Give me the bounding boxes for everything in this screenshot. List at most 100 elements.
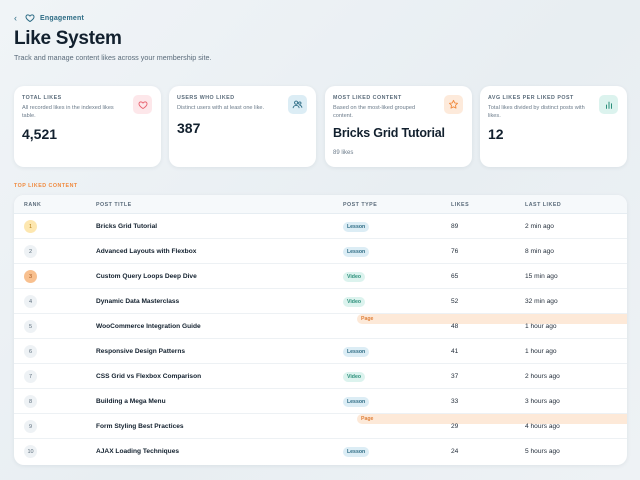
post-title[interactable]: Advanced Layouts with Flexbox xyxy=(96,248,197,255)
post-type-badge: Page xyxy=(357,414,627,424)
last-liked: 1 hour ago xyxy=(525,323,557,330)
likes-count: 37 xyxy=(451,373,459,380)
last-liked: 5 hours ago xyxy=(525,448,560,455)
post-title[interactable]: Responsive Design Patterns xyxy=(96,348,186,355)
table-body: 1 Bricks Grid Tutorial Lesson 89 2 min ago 2 A… xyxy=(14,214,627,464)
bar-chart-icon xyxy=(599,95,618,114)
likes-count: 41 xyxy=(451,348,459,355)
likes-count: 89 xyxy=(451,223,459,230)
breadcrumb-engagement[interactable]: Engagement xyxy=(40,14,85,22)
likes-count: 48 xyxy=(451,323,459,330)
rank-cell: 10 xyxy=(24,439,37,464)
table-row[interactable]: 4 Dynamic Data Masterclass Video 52 32 min a… xyxy=(14,289,627,314)
stat-value: Bricks Grid Tutorial xyxy=(333,126,445,140)
table-row[interactable]: 7 CSS Grid vs Flexbox Comparison Video 37 2 … xyxy=(14,364,627,389)
likes-count: 24 xyxy=(451,448,459,455)
rank-cell: 3 xyxy=(24,264,37,289)
breadcrumb: ‹ Engagement xyxy=(14,12,84,24)
post-type-badge: Lesson xyxy=(343,246,370,257)
col-rank: RANK xyxy=(24,202,42,208)
rank-cell: 6 xyxy=(24,339,37,364)
top-liked-table: RANK POST TITLE POST TYPE LIKES LAST LIK… xyxy=(14,195,627,465)
table-row[interactable]: 9 Form Styling Best Practices Page 29 4 hour… xyxy=(14,414,627,439)
post-type-cell: Video xyxy=(343,289,366,314)
rank-badge: 9 xyxy=(24,420,37,433)
table-row[interactable]: 3 Custom Query Loops Deep Dive Video 65 15 m… xyxy=(14,264,627,289)
stat-key: MOST LIKED CONTENT xyxy=(333,95,402,101)
rank-badge: 6 xyxy=(24,345,37,358)
col-last-liked: LAST LIKED xyxy=(525,202,562,208)
table-row[interactable]: 1 Bricks Grid Tutorial Lesson 89 2 min ago xyxy=(14,214,627,239)
table-row[interactable]: 6 Responsive Design Patterns Lesson 41 1 hou… xyxy=(14,339,627,364)
stat-description: All recorded likes in the indexed likes … xyxy=(22,105,114,119)
post-title[interactable]: AJAX Loading Techniques xyxy=(96,448,180,455)
stat-subvalue: 89 likes xyxy=(333,150,354,156)
post-type-cell: Lesson xyxy=(343,239,370,264)
post-title[interactable]: Form Styling Best Practices xyxy=(96,423,184,430)
table-row[interactable]: 2 Advanced Layouts with Flexbox Lesson 76 8 … xyxy=(14,239,627,264)
rank-cell: 1 xyxy=(24,214,37,239)
rank-badge: 5 xyxy=(24,320,37,333)
post-title[interactable]: Bricks Grid Tutorial xyxy=(96,223,158,230)
page-title: Like System xyxy=(14,28,122,49)
stat-value: 12 xyxy=(488,126,504,142)
stat-card-most-liked-content: MOST LIKED CONTENT Based on the most-lik… xyxy=(325,86,472,167)
post-type-cell: Lesson xyxy=(343,389,370,414)
last-liked: 2 hours ago xyxy=(525,373,560,380)
post-title[interactable]: Dynamic Data Masterclass xyxy=(96,298,180,305)
star-icon xyxy=(444,95,463,114)
post-title[interactable]: Custom Query Loops Deep Dive xyxy=(96,273,197,280)
stat-description: Total likes divided by distinct posts wi… xyxy=(488,105,585,119)
table-row[interactable]: 10 AJAX Loading Techniques Lesson 24 5 hours… xyxy=(14,439,627,464)
likes-count: 33 xyxy=(451,398,459,405)
last-liked: 32 min ago xyxy=(525,298,558,305)
rank-badge: 2 xyxy=(24,245,37,258)
last-liked: 4 hours ago xyxy=(525,423,560,430)
col-likes: LIKES xyxy=(451,202,470,208)
stat-value: 387 xyxy=(177,120,201,136)
stat-value: 4,521 xyxy=(22,126,58,142)
last-liked: 3 hours ago xyxy=(525,398,560,405)
last-liked: 15 min ago xyxy=(525,273,558,280)
page-subtitle: Track and manage content likes across yo… xyxy=(14,53,212,62)
post-title[interactable]: CSS Grid vs Flexbox Comparison xyxy=(96,373,202,380)
table-row[interactable]: 8 Building a Mega Menu Lesson 33 3 hours ago xyxy=(14,389,627,414)
rank-badge: 10 xyxy=(24,445,37,458)
col-post-type: POST TYPE xyxy=(343,202,378,208)
rank-badge: 4 xyxy=(24,295,37,308)
post-type-badge: Lesson xyxy=(343,446,370,457)
post-type-badge: Video xyxy=(343,371,366,382)
likes-count: 76 xyxy=(451,248,459,255)
back-chevron-icon[interactable]: ‹ xyxy=(14,13,17,23)
post-type-cell: Lesson xyxy=(343,339,370,364)
rank-cell: 9 xyxy=(24,414,37,439)
post-type-badge: Video xyxy=(343,271,366,282)
rank-cell: 5 xyxy=(24,314,37,339)
rank-badge: 7 xyxy=(24,370,37,383)
stat-card-avg-likes: AVG LIKES PER LIKED POST Total likes div… xyxy=(480,86,627,167)
rank-cell: 2 xyxy=(24,239,37,264)
likes-count: 52 xyxy=(451,298,459,305)
rank-cell: 8 xyxy=(24,389,37,414)
stat-description: Distinct users with at least one like. xyxy=(177,105,265,111)
table-row[interactable]: 5 WooCommerce Integration Guide Page 48 1 ho… xyxy=(14,314,627,339)
table-header: RANK POST TITLE POST TYPE LIKES LAST LIK… xyxy=(14,195,627,214)
post-type-cell: Video xyxy=(343,264,366,289)
post-type-badge: Video xyxy=(343,296,366,307)
last-liked: 8 min ago xyxy=(525,248,554,255)
post-type-badge: Lesson xyxy=(343,221,370,232)
section-label-top-liked: TOP LIKED CONTENT xyxy=(14,183,78,189)
post-title[interactable]: WooCommerce Integration Guide xyxy=(96,323,201,330)
last-liked: 2 min ago xyxy=(525,223,554,230)
stat-key: TOTAL LIKES xyxy=(22,95,62,101)
stat-key: AVG LIKES PER LIKED POST xyxy=(488,95,574,101)
rank-badge: 8 xyxy=(24,395,37,408)
rank-badge: 3 xyxy=(24,270,37,283)
users-icon xyxy=(288,95,307,114)
post-type-cell: Lesson xyxy=(343,214,370,239)
post-title[interactable]: Building a Mega Menu xyxy=(96,398,166,405)
rank-cell: 7 xyxy=(24,364,37,389)
stat-key: USERS WHO LIKED xyxy=(177,95,235,101)
rank-cell: 4 xyxy=(24,289,37,314)
rank-badge: 1 xyxy=(24,220,37,233)
